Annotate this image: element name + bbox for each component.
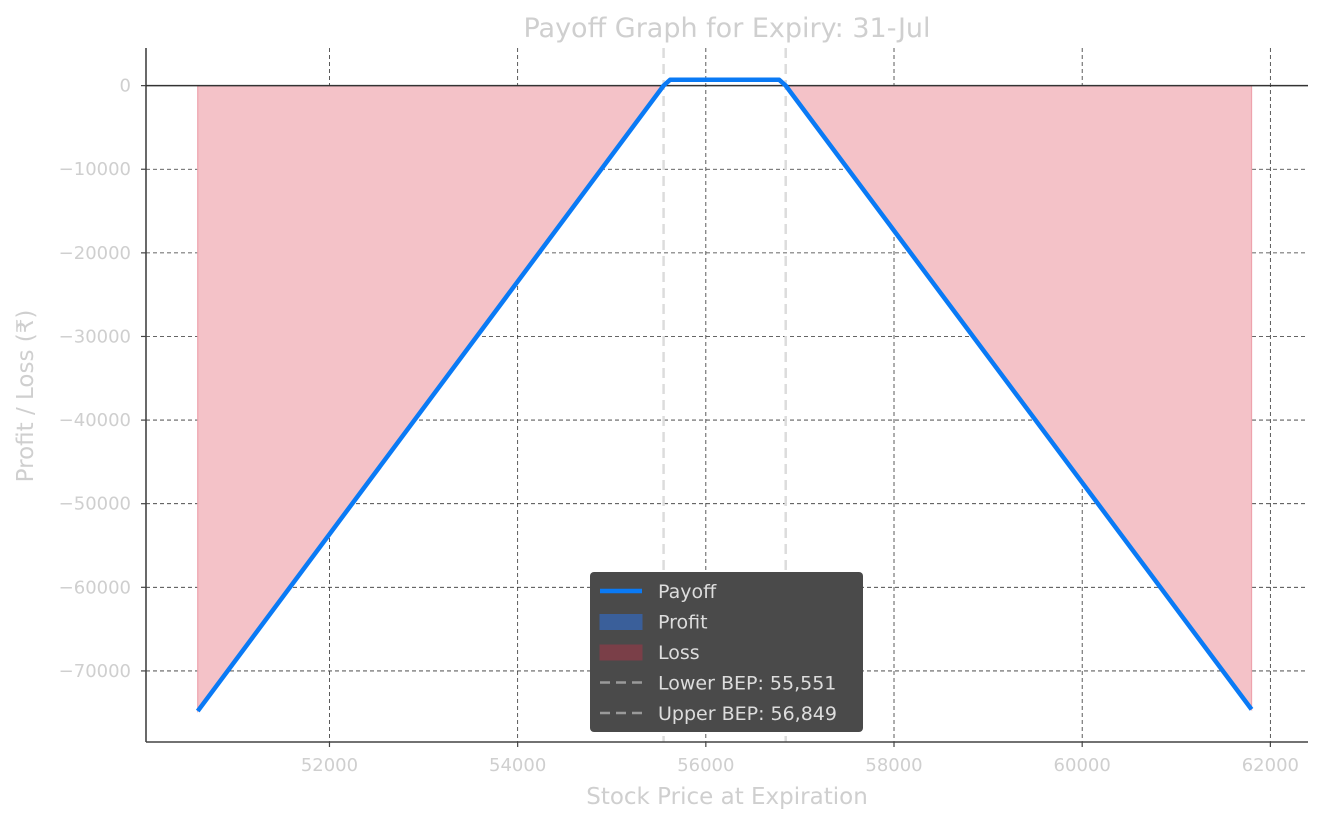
y-axis-label: Profit / Loss (₹) — [13, 310, 39, 483]
legend-label: Payoff — [658, 581, 717, 603]
y-tick-label: −50000 — [59, 494, 131, 515]
tick-labels: 52000 54000 56000 58000 60000 62000 0 −10000 −20… — [59, 76, 1299, 776]
x-tick-label: 60000 — [1054, 755, 1111, 776]
x-tick-label: 58000 — [865, 755, 922, 776]
x-tick-label: 52000 — [301, 755, 358, 776]
y-tick-label: −10000 — [59, 159, 131, 180]
legend-profit-swatch — [599, 614, 643, 630]
axes — [145, 48, 1308, 743]
y-tick-label: −20000 — [59, 243, 131, 264]
y-tick-label: −40000 — [59, 410, 131, 431]
y-tick-label: −30000 — [59, 326, 131, 347]
x-tick-label: 54000 — [489, 755, 546, 776]
legend-label: Profit — [658, 612, 708, 634]
payoff-line — [195, 77, 1254, 713]
legend-label: Upper BEP: 56,849 — [658, 703, 837, 725]
y-tick-label: −60000 — [59, 577, 131, 598]
y-tick-label: −70000 — [59, 661, 131, 682]
x-tick-label: 62000 — [1242, 755, 1299, 776]
legend-label: Loss — [658, 642, 700, 664]
legend-label: Lower BEP: 55,551 — [658, 673, 836, 695]
payoff-line-group — [195, 77, 1254, 713]
legend-box — [590, 572, 863, 732]
chart-title: Payoff Graph for Expiry: 31-Jul — [523, 13, 930, 44]
legend-loss-swatch — [599, 644, 643, 661]
legend: Payoff Profit Loss Lower BEP: 55,551 Upper B… — [590, 572, 863, 732]
y-tick-label: 0 — [120, 76, 131, 97]
x-axis-label: Stock Price at Expiration — [586, 784, 868, 810]
x-tick-label: 56000 — [677, 755, 734, 776]
